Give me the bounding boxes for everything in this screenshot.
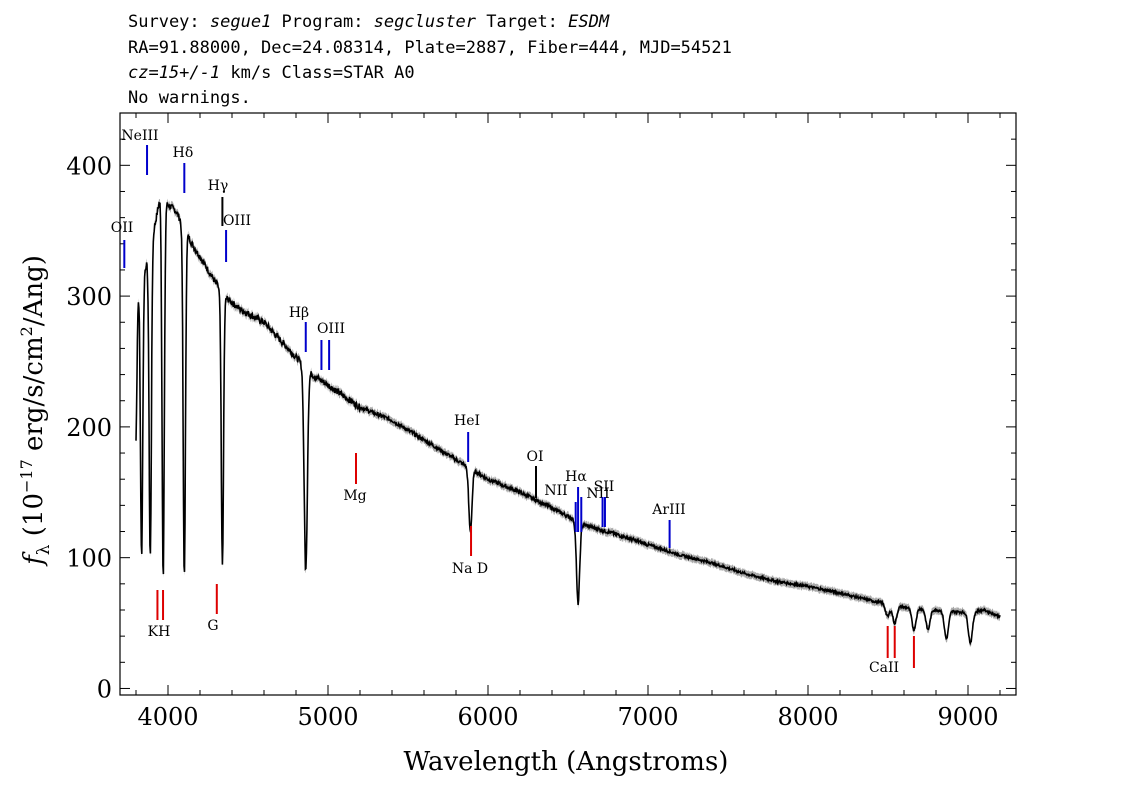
line-markers: OIINeIIIHδHγOIIIHβOIIIHeIOINIIHαNIISIIAr… [111, 128, 915, 676]
survey-value: segue1 [209, 12, 272, 32]
absorption-line-label: Mg [343, 488, 366, 504]
flux-line [135, 201, 1001, 646]
axes: 4000 5000 6000 7000 8000 9000 0 100 200 300 400 [66, 112, 1017, 731]
emission-line-label: ArIII [651, 502, 685, 518]
absorption-line-label: Na D [452, 561, 488, 577]
x-axis-label: Wavelength (Angstroms) [404, 747, 729, 777]
error-band [136, 198, 1000, 648]
y-tick-label: 100 [66, 545, 112, 573]
header-line-3: cz=15+/-1 km/s Class=STAR A0 [128, 63, 415, 83]
error-band-area [136, 198, 1000, 648]
emission-line-label: OIII [223, 213, 251, 229]
y-axis-label: fλ (10−17 erg/s/cm2/Ang) [17, 255, 54, 567]
program-value: segcluster [373, 12, 477, 32]
emission-line-label: SII [594, 479, 615, 495]
header-line-1: Survey: segue1 Program: segcluster Targe… [128, 12, 609, 32]
absorption-line-label-kh: KH [148, 624, 171, 640]
emission-line-label: OII [111, 220, 134, 236]
y-tick-label: 0 [97, 675, 112, 703]
emission-line-label: OI [526, 449, 543, 465]
flux-series [135, 201, 1001, 646]
emission-line-label: Hα [565, 469, 587, 485]
absorption-line-label: G [207, 618, 218, 634]
target-label: Target: [476, 12, 569, 32]
x-tick-label: 9000 [937, 703, 998, 731]
emission-line-label: HeI [454, 413, 480, 429]
x-tick-label: 5000 [297, 703, 358, 731]
emission-line-label: NII [544, 483, 567, 499]
survey-label: Survey: [128, 12, 210, 32]
y-tick-label: 300 [66, 283, 112, 311]
header-line-2: RA=91.88000, Dec=24.08314, Plate=2887, F… [128, 38, 732, 58]
program-label: Program: [271, 12, 374, 32]
x-tick-label: 6000 [457, 703, 518, 731]
y-tick-label: 200 [66, 414, 112, 442]
cz-value: cz=15+/-1 [128, 63, 221, 83]
emission-line-label: Hβ [289, 305, 309, 321]
emission-line-label: Hδ [173, 145, 194, 161]
emission-line-label: NII [586, 486, 609, 502]
header-line-4: No warnings. [128, 88, 251, 108]
x-tick-label: 4000 [137, 703, 198, 731]
absorption-line-label: CaII [869, 660, 899, 676]
x-tick-label: 7000 [617, 703, 678, 731]
emission-line-label: NeIII [121, 128, 158, 144]
x-tick-label: 8000 [777, 703, 838, 731]
emission-line-label: Hγ [208, 178, 229, 194]
y-tick-label: 400 [66, 152, 112, 180]
cz-rest: km/s Class=STAR A0 [220, 63, 415, 83]
plot-frame [119, 112, 1017, 696]
target-value: ESDM [568, 12, 610, 32]
emission-line-label: OIII [317, 321, 345, 337]
